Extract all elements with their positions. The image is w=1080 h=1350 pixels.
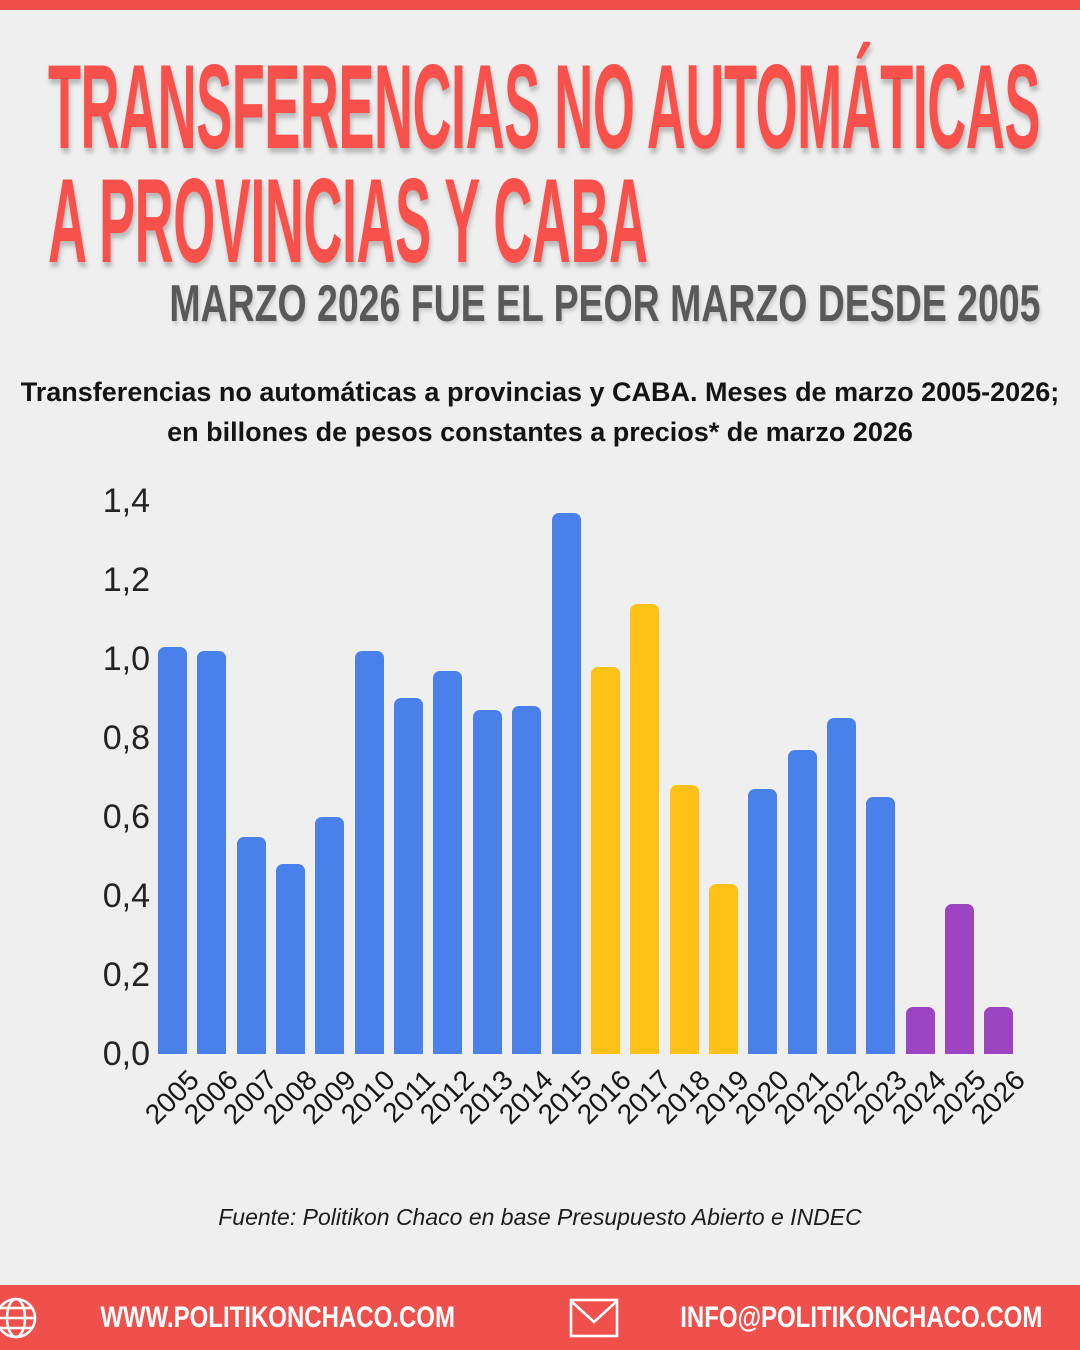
y-axis-tick-1,0: 1,0: [102, 640, 150, 678]
title-line-1: TRANSFERENCIAS NO AUTOMÁTICAS: [48, 40, 1040, 174]
bar-2026: [984, 1007, 1014, 1054]
x-axis-label-2006: 2006: [177, 1064, 244, 1130]
title-line-2: A PROVINCIAS Y CABA: [48, 154, 648, 288]
page-subtitle: MARZO 2026 FUE EL PEOR MARZO DESDE 2005: [169, 275, 1041, 333]
x-axis-label-2015: 2015: [531, 1064, 598, 1130]
x-axis-label-2009: 2009: [295, 1064, 362, 1130]
x-axis-label-2023: 2023: [846, 1064, 913, 1130]
x-axis-label-2013: 2013: [453, 1064, 520, 1130]
y-axis-tick-0,6: 0,6: [102, 798, 150, 836]
bar-2008: [276, 864, 306, 1054]
bar-2019: [708, 884, 738, 1054]
bar-2022: [826, 718, 856, 1054]
bar-2020: [748, 789, 778, 1054]
x-axis-label-2007: 2007: [217, 1064, 284, 1130]
page-title: TRANSFERENCIAS NO AUTOMÁTICAS A PROVINCI…: [48, 40, 1080, 288]
bar-2025: [945, 904, 974, 1054]
y-axis-tick-0,4: 0,4: [102, 877, 150, 915]
x-axis-label-2012: 2012: [413, 1064, 480, 1130]
x-axis-label-2017: 2017: [610, 1064, 677, 1130]
source-note: Fuente: Politikon Chaco en base Presupue…: [218, 1204, 862, 1230]
x-axis-label-2010: 2010: [335, 1064, 402, 1130]
bar-2005: [158, 647, 187, 1054]
chart-description-line-1: Transferencias no automáticas a provinci…: [20, 377, 1060, 407]
chart-description: Transferencias no automáticas a provinci…: [0, 372, 1080, 452]
bar-2007: [236, 837, 266, 1054]
bar-2013: [472, 710, 502, 1054]
subtitle-wrap: MARZO 2026 FUE EL PEOR MARZO DESDE 2005: [0, 276, 1080, 332]
bar-2012: [433, 671, 463, 1054]
bar-2009: [315, 817, 345, 1054]
x-axis-label-2016: 2016: [571, 1064, 638, 1130]
x-axis-label-2019: 2019: [689, 1064, 756, 1130]
footer-email: INFO@POLITIKONCHACO.COM: [680, 1300, 1043, 1334]
globe-icon: [0, 1297, 37, 1338]
chart-description-line-2: en billones de pesos constantes a precio…: [167, 417, 913, 447]
x-axis-label-2020: 2020: [728, 1064, 795, 1130]
bar-2017: [630, 604, 660, 1054]
envelope-icon: [570, 1298, 619, 1337]
x-axis-label-2018: 2018: [649, 1064, 716, 1130]
footer-bar: WWW.POLITIKONCHACO.COM INFO@POLITIKONCHA…: [0, 1285, 1080, 1350]
bar-2021: [787, 750, 817, 1054]
x-axis-label-2024: 2024: [886, 1064, 953, 1130]
bar-2015: [551, 513, 581, 1054]
bar-2023: [866, 797, 896, 1054]
bar-2006: [197, 651, 227, 1054]
y-axis-tick-0,2: 0,2: [102, 956, 150, 994]
top-red-strip: [0, 0, 1080, 10]
y-axis-tick-1,2: 1,2: [102, 561, 150, 599]
bar-2018: [669, 785, 699, 1054]
x-axis-label-2011: 2011: [376, 1064, 441, 1129]
bar-2016: [590, 667, 620, 1054]
bar-2010: [354, 651, 384, 1054]
x-axis-label-2021: 2021: [768, 1064, 835, 1130]
footer-website: WWW.POLITIKONCHACO.COM: [100, 1300, 456, 1334]
x-axis-label-2025: 2025: [925, 1064, 992, 1130]
y-axis-tick-0,8: 0,8: [102, 719, 150, 757]
bar-2011: [394, 698, 424, 1054]
bar-2014: [512, 706, 542, 1054]
y-axis-tick-0,0: 0,0: [102, 1035, 150, 1073]
y-axis-tick-1,4: 1,4: [102, 482, 150, 520]
x-axis-label-2005: 2005: [138, 1064, 205, 1130]
bar-2024: [905, 1007, 935, 1054]
x-axis-label-2026: 2026: [964, 1064, 1031, 1130]
x-axis-label-2022: 2022: [807, 1064, 874, 1130]
x-axis-label-2014: 2014: [492, 1064, 559, 1130]
x-axis-label-2008: 2008: [256, 1064, 323, 1130]
